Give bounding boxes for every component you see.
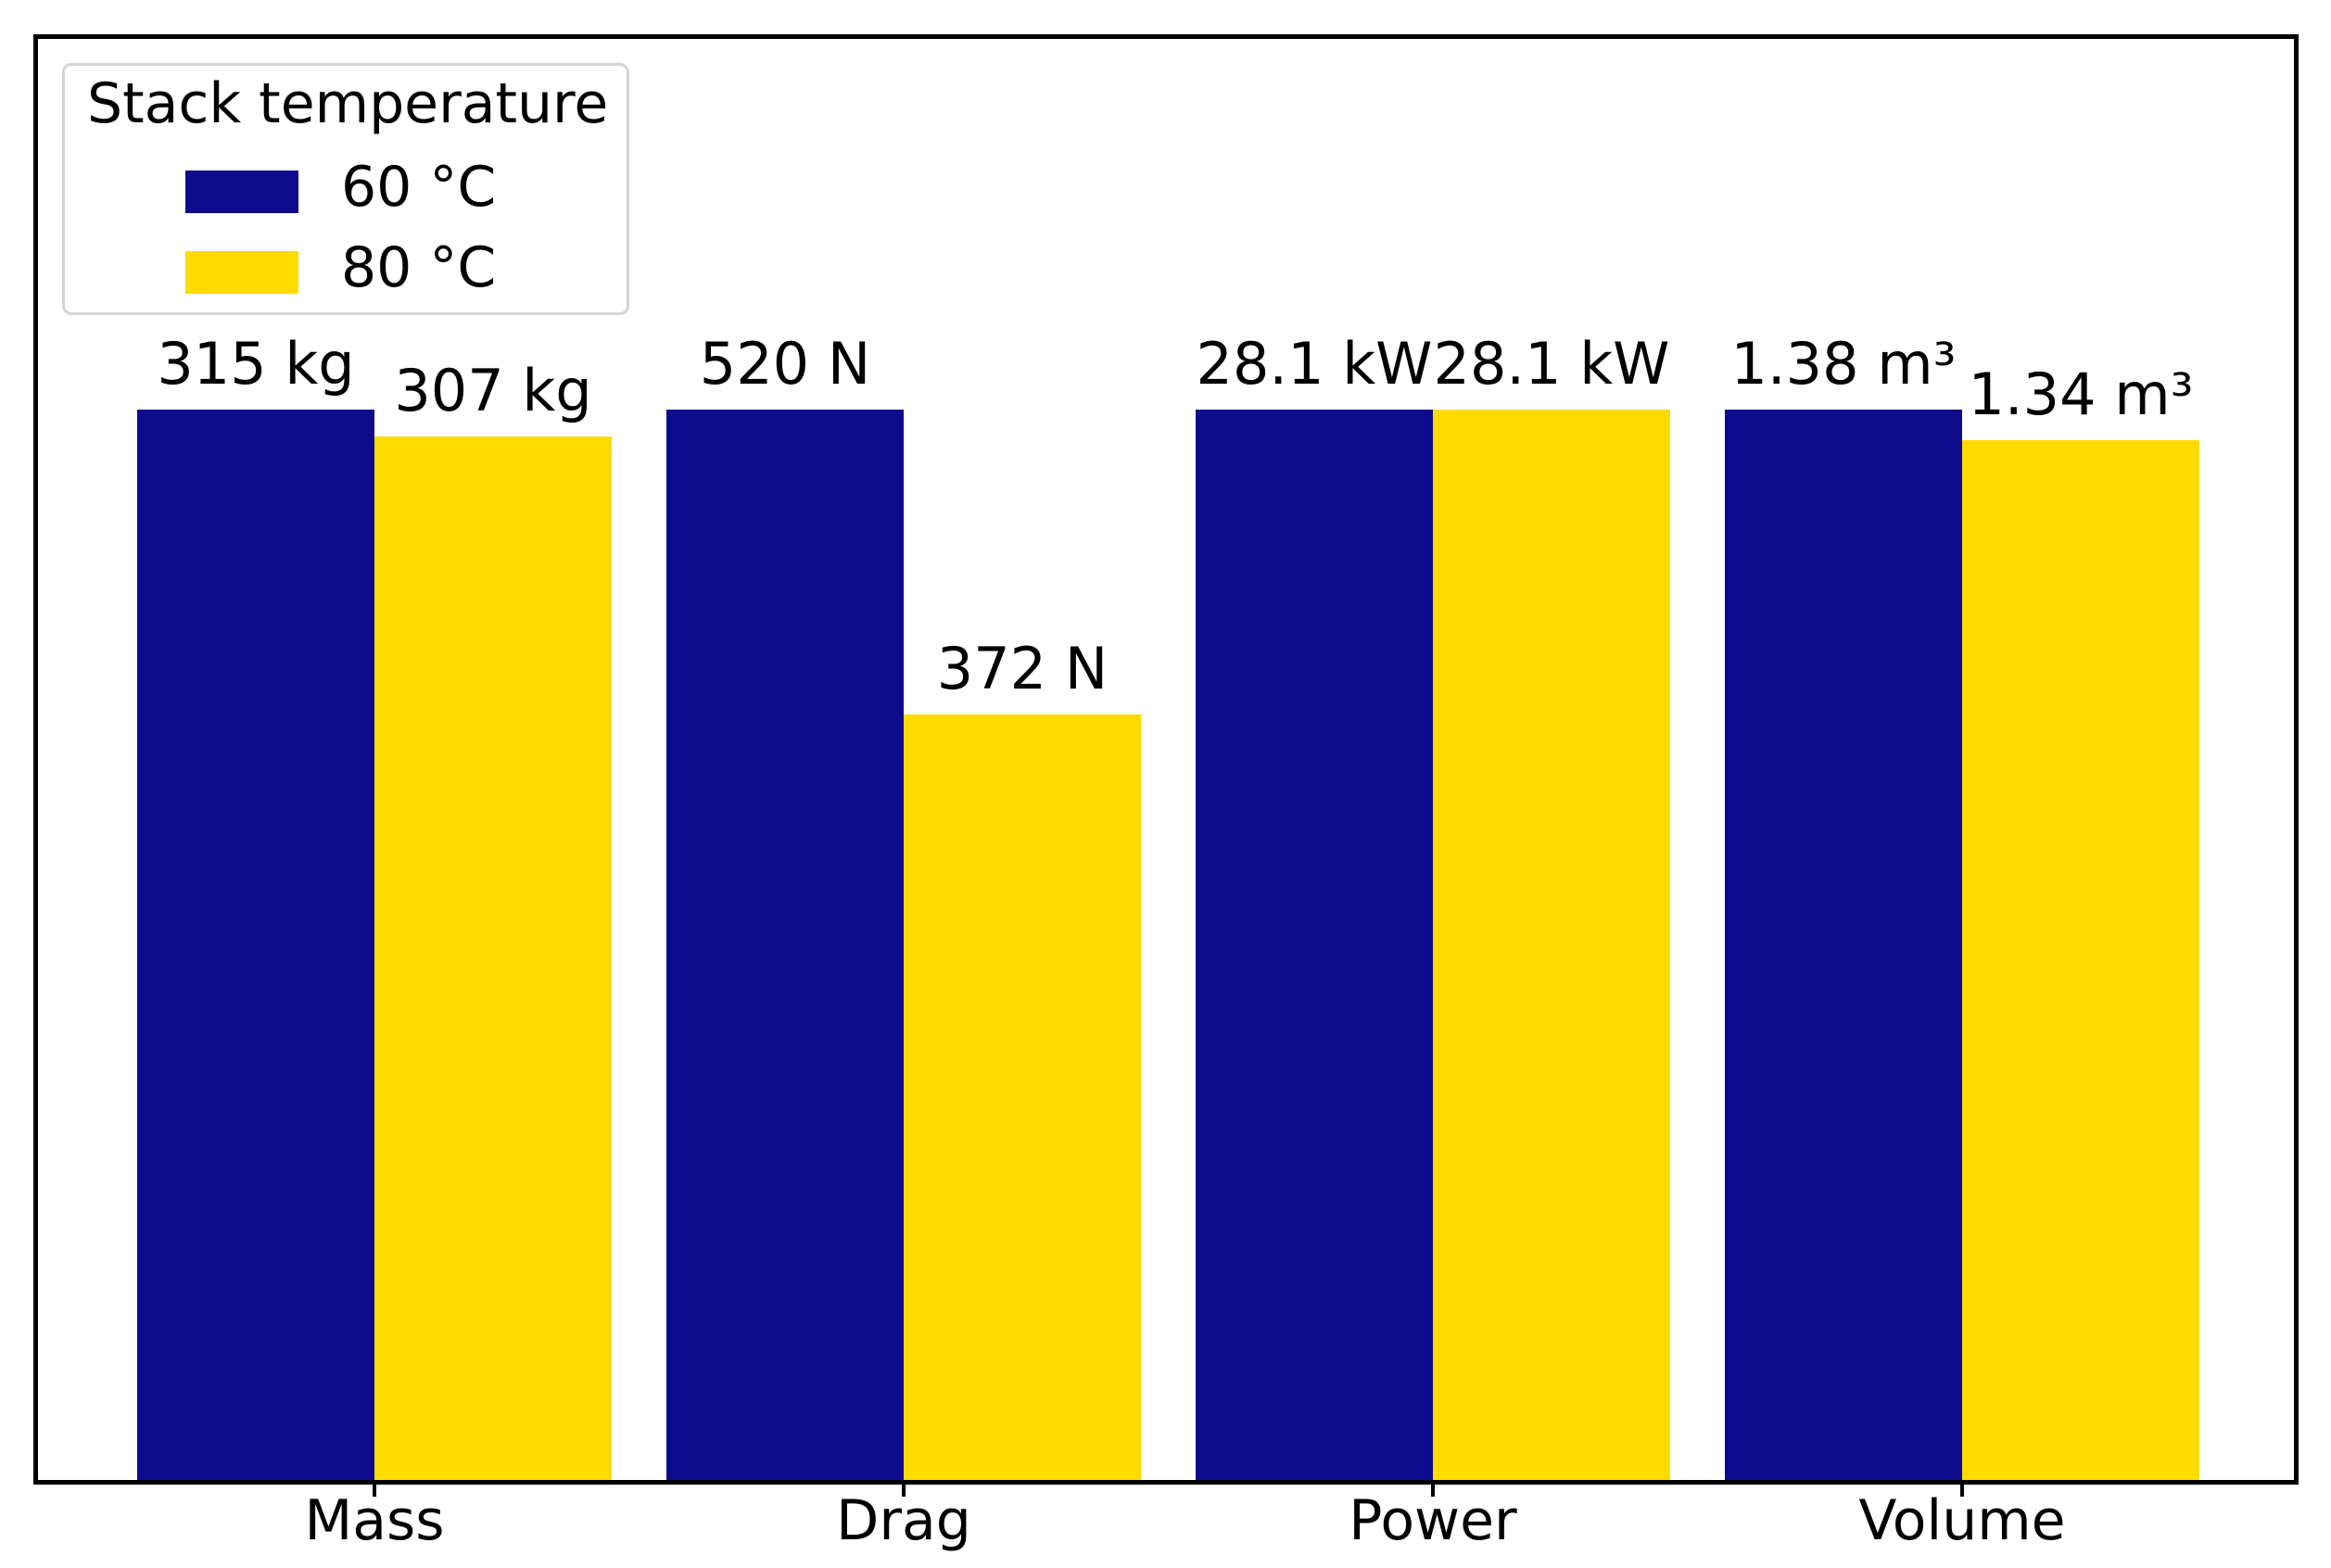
bar-volume-60c (1725, 410, 1962, 1480)
bar-label-mass-60c: 315 kg (157, 330, 355, 398)
x-tick-label-volume: Volume (1858, 1488, 2066, 1553)
x-tick-label-mass: Mass (304, 1488, 445, 1553)
bar-volume-80c (1962, 440, 2199, 1480)
legend-title: Stack temperature (87, 71, 609, 136)
bar-label-volume-80c: 1.34 m³ (1968, 360, 2194, 428)
x-tick-mark-volume (1960, 1485, 1964, 1497)
x-tick-mark-drag (902, 1485, 906, 1497)
bar-drag-80c (904, 714, 1141, 1480)
bar-mass-80c (374, 436, 612, 1480)
bar-label-power-80c: 28.1 kW (1433, 330, 1670, 398)
x-tick-mark-power (1431, 1485, 1435, 1497)
legend-label-60c: 60 °C (341, 155, 497, 220)
bar-label-drag-60c: 520 N (699, 330, 871, 398)
bar-drag-60c (666, 410, 904, 1480)
x-tick-label-power: Power (1349, 1488, 1517, 1553)
legend-box: Stack temperature 60 °C 80 °C (62, 63, 629, 315)
bar-label-volume-60c: 1.38 m³ (1730, 330, 1957, 398)
bar-label-mass-80c: 307 kg (394, 357, 592, 424)
bar-power-80c (1433, 410, 1670, 1480)
bar-mass-60c (137, 410, 374, 1480)
x-tick-label-drag: Drag (836, 1488, 971, 1553)
legend-swatch-80c (185, 251, 298, 294)
bar-label-power-60c: 28.1 kW (1196, 330, 1433, 398)
legend-label-80c: 80 °C (341, 235, 497, 300)
bar-power-60c (1196, 410, 1433, 1480)
bar-label-drag-80c: 372 N (936, 635, 1108, 702)
x-tick-mark-mass (373, 1485, 376, 1497)
legend-swatch-60c (185, 171, 298, 213)
